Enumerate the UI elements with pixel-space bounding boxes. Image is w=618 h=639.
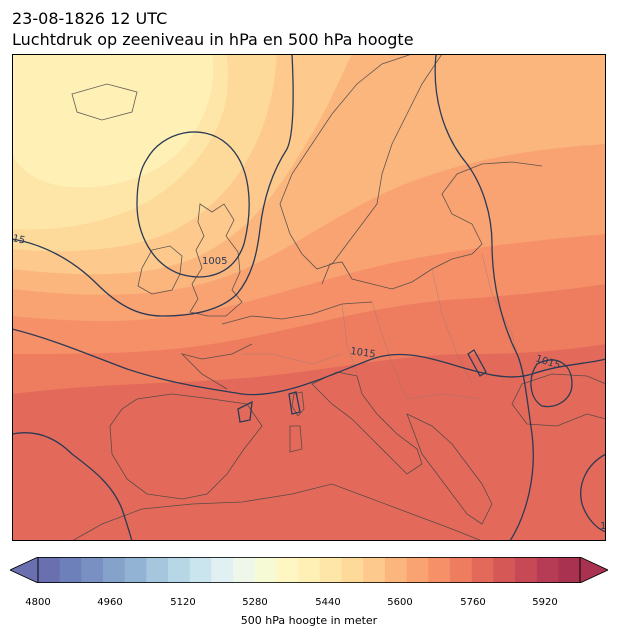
colorbar-segment (536, 557, 559, 583)
isobar-label: 1005 (202, 256, 227, 267)
map-datetime: 23-08-1826 12 UTC (12, 9, 168, 28)
isobar-iberia-cell (237, 400, 253, 423)
colorbar-segment (384, 557, 407, 583)
colorbar-segment (103, 557, 126, 583)
map-subtitle: Luchtdruk op zeeniveau in hPa en 500 hPa… (12, 30, 414, 49)
colorbar-segment (319, 557, 342, 583)
colorbar-tick: 5600 (387, 597, 413, 608)
colorbar-segment (558, 557, 581, 583)
coast-jutland-baltic (321, 161, 543, 290)
colorbar-tick: 5760 (460, 597, 486, 608)
colorbar-segment (428, 557, 451, 583)
colorbar-segment (276, 557, 299, 583)
isobar-italy-cell (288, 391, 301, 415)
colorbar-label: 500 hPa hoogte in meter (240, 614, 378, 627)
colorbar-segment (254, 557, 277, 583)
isobar-west-loop (12, 54, 294, 317)
coast-balkans (406, 413, 493, 525)
map-panel: 1005 1015 1015 15 1 (12, 54, 606, 541)
coast-iceland-arc (71, 83, 138, 121)
colorbar-segment (406, 557, 429, 583)
colorbar-segment (124, 557, 147, 583)
colorbar (10, 557, 608, 583)
colorbar-segment (341, 557, 364, 583)
colorbar-segment (493, 557, 516, 583)
isobar-label: 1015 (350, 346, 377, 360)
coast-north-africa (71, 483, 483, 541)
map-frame (12, 54, 606, 541)
isobar-east-trough (434, 54, 534, 541)
colorbar-tick: 4960 (97, 597, 123, 608)
colorbar-tick: 5920 (532, 597, 558, 608)
coast-scandinavia (279, 54, 443, 270)
colorbar-tick: 5440 (315, 597, 341, 608)
colorbar-segment (233, 557, 256, 583)
isobar-low-centre (136, 131, 250, 278)
colorbar-segment (146, 557, 169, 583)
isobar-southwest (12, 432, 133, 541)
coastlines (71, 54, 606, 541)
coast-great-britain (189, 203, 243, 317)
isobar-1015 (12, 328, 606, 396)
colorbar-segment (38, 557, 60, 583)
colorbar-tick: 5120 (170, 597, 196, 608)
colorbar-segment (298, 557, 321, 583)
colorbar-over-arrow (579, 557, 608, 583)
colorbar-frame (37, 557, 581, 583)
isobar-balkan-cell (467, 349, 487, 377)
coast-sardinia-corsica (289, 391, 305, 453)
colorbar-segments (38, 557, 581, 583)
colorbar-tick: 4800 (25, 597, 51, 608)
isobars (12, 54, 606, 541)
colorbar-under-arrow (10, 557, 39, 583)
colorbar-segment (189, 557, 212, 583)
colorbar-segment (363, 557, 386, 583)
colorbar-segment (168, 557, 191, 583)
isobar-east-edge (580, 453, 606, 533)
isobar-label: 1 (600, 521, 606, 532)
coast-black-sea (511, 373, 606, 427)
colorbar-segment (449, 557, 472, 583)
coast-italy (311, 371, 423, 475)
coast-western-europe (180, 301, 373, 390)
colorbar-segment (471, 557, 494, 583)
colorbar-tick: 5280 (242, 597, 268, 608)
coast-ireland (137, 245, 183, 295)
colorbar-segment (81, 557, 104, 583)
colorbar-segment (59, 557, 82, 583)
isobar-label: 15 (12, 233, 26, 246)
isobar-east-cell (530, 359, 573, 408)
height-band-5600 (12, 54, 214, 188)
colorbar-segment (514, 557, 537, 583)
coast-iberia (109, 393, 263, 500)
country-borders (242, 253, 523, 400)
colorbar-segment (211, 557, 234, 583)
